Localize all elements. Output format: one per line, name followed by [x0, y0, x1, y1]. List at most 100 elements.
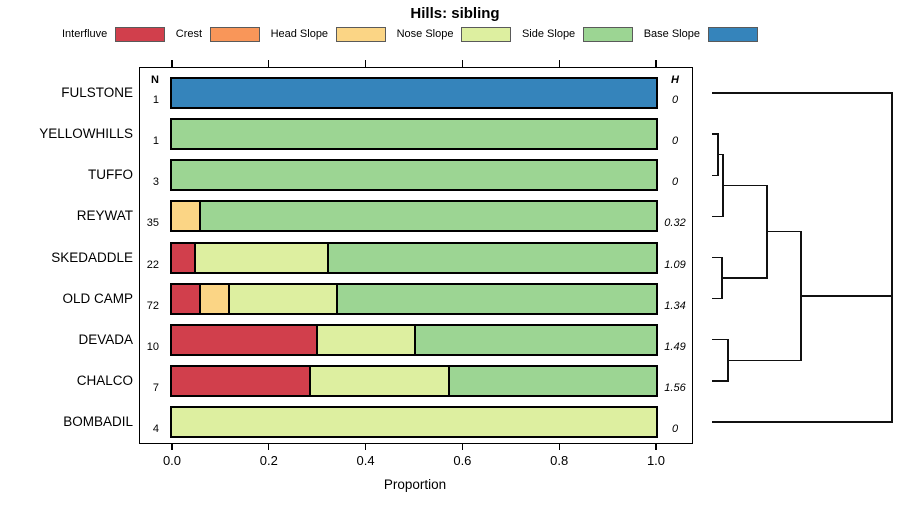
bar-segment-nose-slope: [316, 325, 414, 354]
bar-old-camp: [170, 282, 658, 315]
dendrogram-line: [891, 92, 893, 423]
h-value: 1.09: [664, 258, 686, 271]
bar-segment-side-slope: [335, 284, 656, 313]
dendrogram-line: [712, 297, 723, 300]
bar-tuffo: [170, 159, 658, 192]
row-label-skedaddle: SKEDADDLE: [51, 249, 133, 265]
axis-tick-top: [364, 60, 367, 67]
legend-label: Crest: [175, 28, 203, 40]
h-value: 0: [671, 94, 679, 106]
dendrogram-line: [767, 231, 801, 233]
legend-label: Side Slope: [521, 28, 576, 40]
bar-segment-side-slope: [326, 243, 656, 272]
dendrogram-line: [712, 421, 892, 423]
bar-segment-nose-slope: [172, 408, 656, 436]
dendrogram-line: [712, 174, 718, 176]
axis-tick-bottom: [461, 444, 464, 450]
n-value: 4: [152, 423, 159, 435]
bar-reywat: [170, 200, 658, 233]
h-value: 1.34: [664, 299, 686, 312]
h-column-header: H: [671, 74, 679, 86]
legend-swatch-side-slope: [583, 26, 634, 42]
bar-segment-nose-slope: [193, 243, 327, 272]
bar-segment-side-slope: [172, 161, 656, 190]
legend-item-crest: Crest: [175, 26, 261, 42]
legend-swatch-head-slope: [336, 26, 387, 42]
bar-segment-side-slope: [172, 120, 656, 149]
row-label-bombadil: BOMBADIL: [63, 414, 133, 429]
dendrogram-line: [728, 359, 801, 361]
n-value: 10: [146, 340, 159, 353]
plot-box: [139, 67, 693, 444]
bar-segment-nose-slope: [309, 366, 449, 395]
legend: Interfluve Crest Head Slope Nose Slope Side …: [62, 25, 758, 43]
dendrogram-line: [766, 184, 768, 279]
n-value: 1: [152, 135, 159, 148]
bar-segment-nose-slope: [227, 284, 336, 313]
h-value: 1.56: [664, 381, 686, 394]
row-label-tuffo: TUFFO: [88, 167, 133, 183]
n-value: 7: [152, 381, 159, 394]
dendrogram-line: [717, 133, 719, 176]
dendrogram-line: [800, 295, 892, 297]
row-label-devada: DEVADA: [78, 331, 133, 347]
h-value: 0.32: [664, 217, 686, 230]
dendrogram-line: [717, 153, 723, 156]
dendrogram-line: [722, 184, 768, 187]
legend-item-nose-slope: Nose Slope: [396, 26, 512, 42]
n-column-header: N: [151, 74, 159, 86]
bar-segment-head-slope: [172, 202, 200, 231]
axis-tick-label: 0.2: [259, 453, 278, 468]
axis-tick-label: 0.8: [550, 453, 569, 468]
bar-segment-interfluve: [172, 325, 316, 354]
axis-tick-top: [268, 60, 270, 67]
legend-item-head-slope: Head Slope: [270, 26, 387, 42]
dendrogram-line: [712, 133, 718, 135]
bar-segment-interfluve: [172, 243, 194, 272]
n-value: 3: [152, 176, 159, 189]
bar-fulstone: [170, 77, 658, 109]
row-label-old-camp: OLD CAMP: [62, 290, 133, 306]
axis-tick-bottom: [655, 444, 657, 450]
axis-tick-label: 0.4: [356, 453, 375, 468]
bar-segment-side-slope: [448, 366, 656, 395]
legend-label: Head Slope: [270, 28, 329, 40]
legend-label: Interfluve: [62, 28, 108, 40]
row-label-reywat: REYWAT: [76, 208, 133, 224]
axis-tick-bottom: [364, 444, 367, 450]
bar-yellowhills: [170, 118, 658, 151]
axis-tick-top: [461, 60, 464, 67]
legend-swatch-base-slope: [707, 26, 758, 42]
row-label-chalco: CHALCO: [76, 372, 133, 388]
legend-label: Base Slope: [643, 28, 700, 40]
h-value: 0: [671, 423, 679, 435]
bar-chalco: [170, 364, 658, 397]
row-label-yellowhills: YELLOWHILLS: [39, 126, 133, 142]
bar-segment-head-slope: [198, 284, 228, 313]
bar-bombadil: [170, 406, 658, 438]
dendrogram-line: [712, 380, 729, 382]
axis-tick-bottom: [171, 444, 173, 450]
legend-swatch-crest: [210, 26, 261, 42]
axis-tick-label: 1.0: [646, 453, 666, 468]
bar-segment-side-slope: [414, 325, 656, 354]
bar-devada: [170, 323, 658, 356]
axis-tick-top: [558, 60, 560, 67]
legend-label: Nose Slope: [396, 28, 454, 40]
h-value: 1.49: [664, 340, 686, 353]
chart-title: Hills: sibling: [410, 5, 500, 22]
dendrogram-line: [712, 256, 723, 259]
legend-item-base-slope: Base Slope: [643, 26, 758, 42]
x-axis-title: Proportion: [383, 477, 447, 492]
bar-skedaddle: [170, 241, 658, 274]
axis-tick-top: [171, 60, 173, 67]
h-value: 0: [671, 176, 679, 189]
dendrogram-line: [722, 153, 724, 218]
row-label-fulstone: FULSTONE: [61, 85, 133, 100]
bar-segment-side-slope: [199, 202, 656, 231]
bar-segment-interfluve: [172, 366, 310, 395]
dendrogram-line: [712, 339, 729, 341]
bar-segment-interfluve: [172, 284, 199, 313]
n-value: 22: [146, 258, 159, 271]
